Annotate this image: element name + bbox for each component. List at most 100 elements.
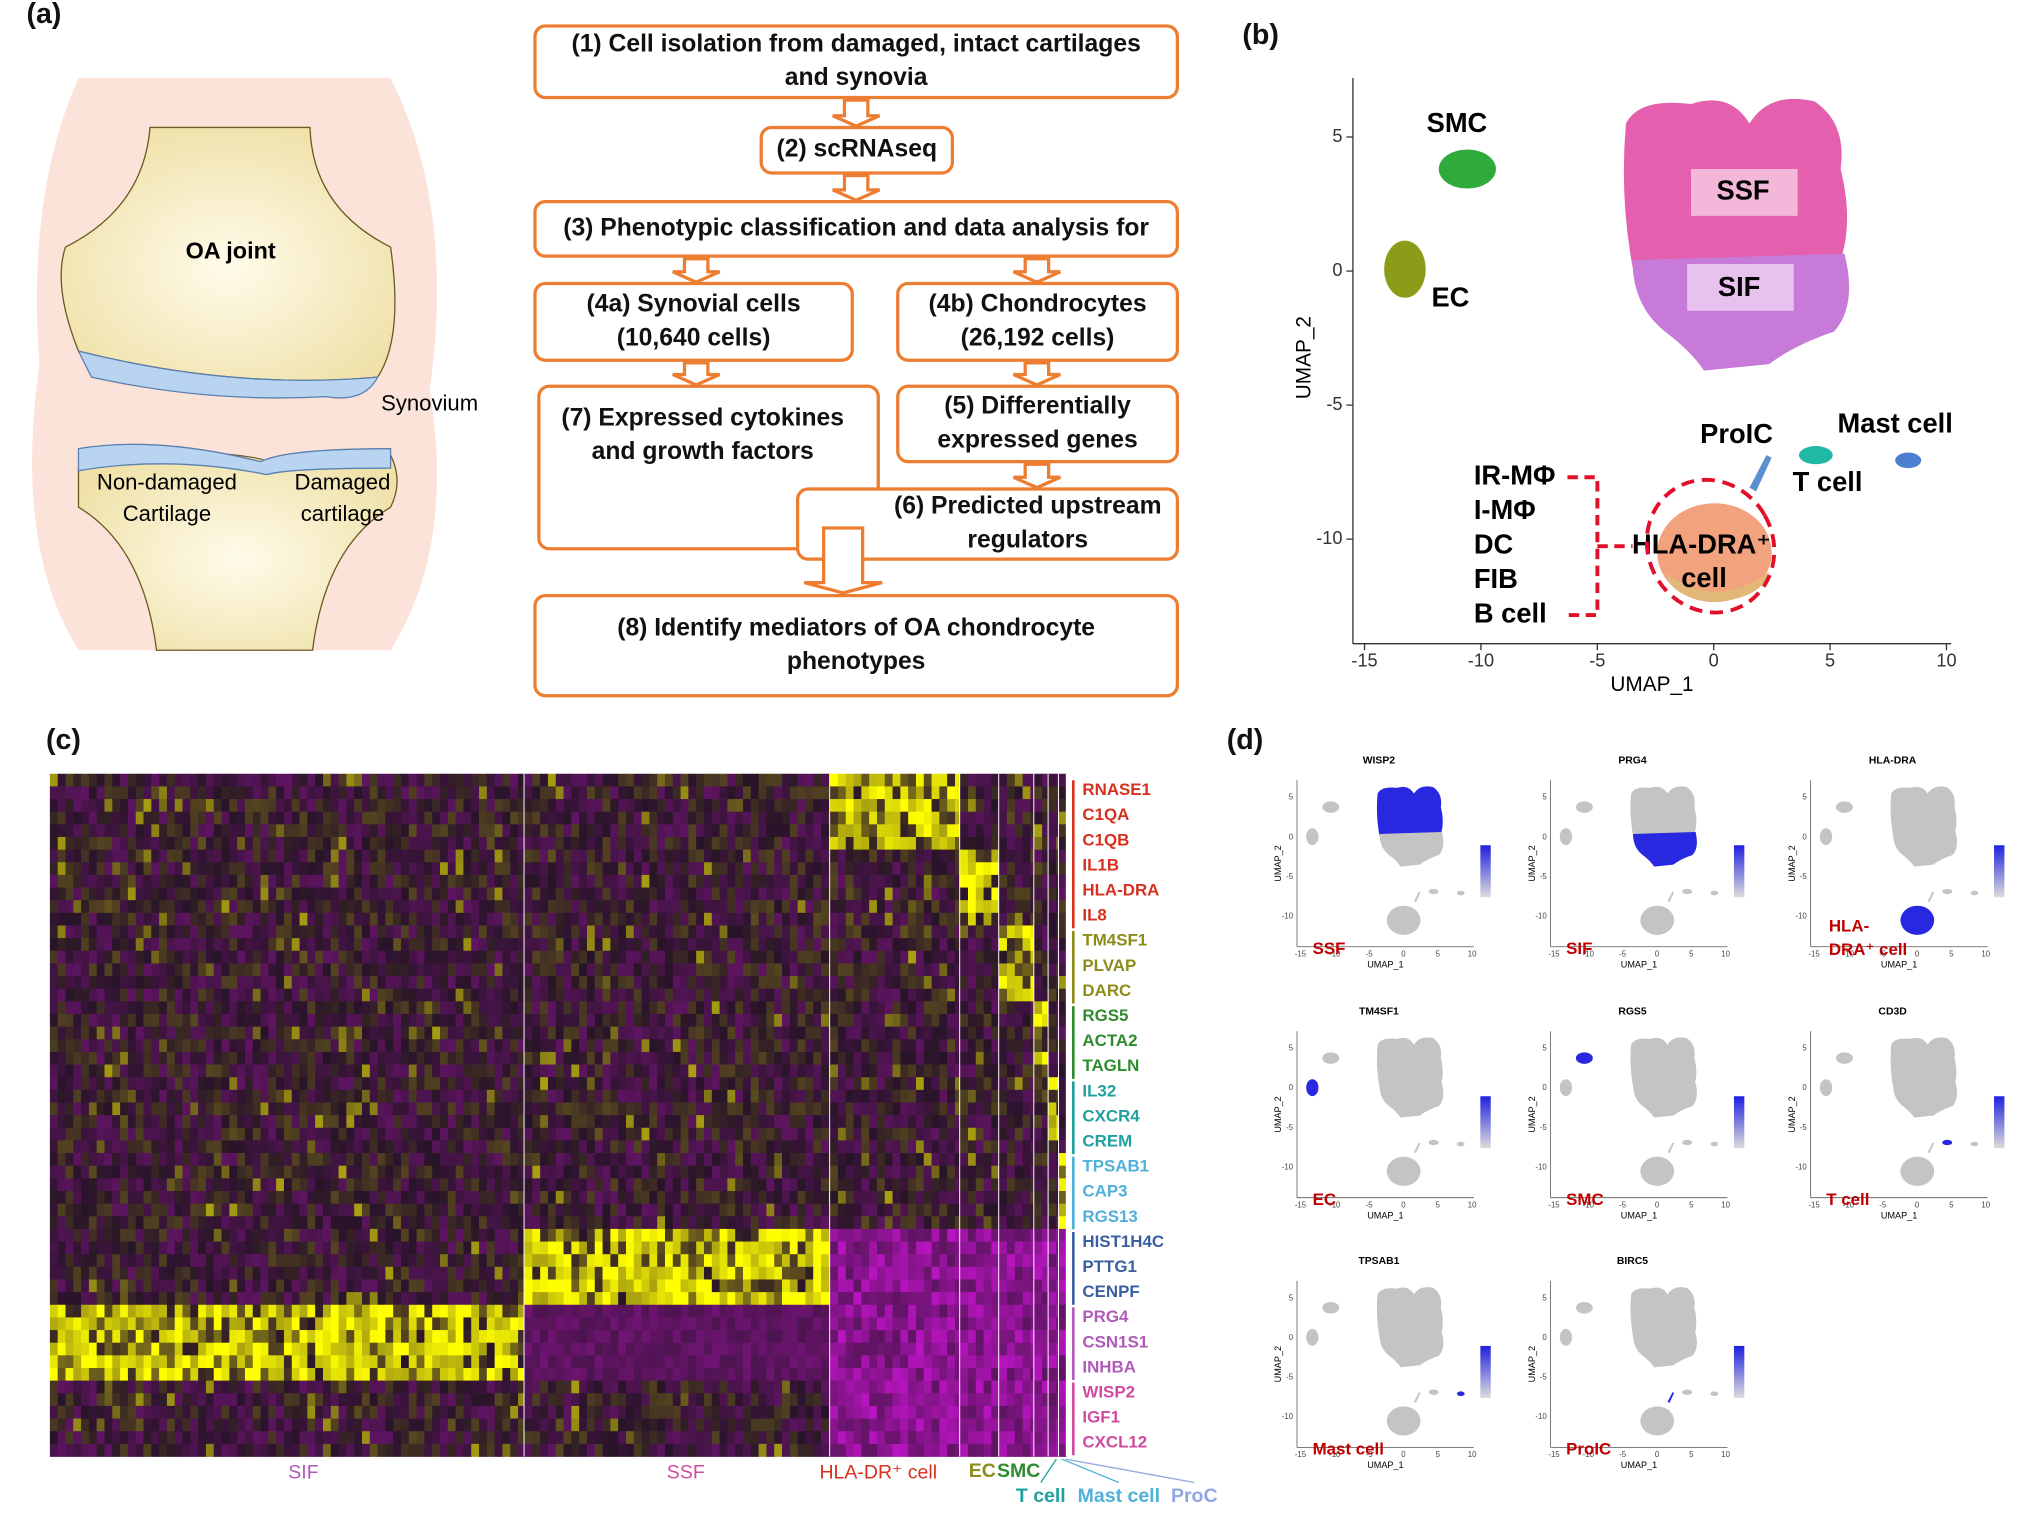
heatmap-cell	[471, 1013, 480, 1028]
heatmap-cell	[112, 1140, 121, 1154]
heatmap-cell	[672, 824, 681, 838]
heatmap-cell	[563, 988, 572, 1002]
heatmap-cell	[237, 1190, 246, 1205]
heatmap-cell	[190, 1102, 199, 1116]
heatmap-cell	[96, 1418, 105, 1432]
heatmap-cell	[408, 1077, 417, 1091]
heatmap-cell	[252, 1127, 261, 1141]
heatmap-cell	[346, 950, 355, 964]
heatmap-cell	[416, 1342, 425, 1356]
heatmap-cell	[664, 1405, 674, 1419]
heatmap-cell	[198, 1393, 207, 1407]
heatmap-cell	[237, 963, 246, 977]
heatmap-cell	[594, 1190, 603, 1205]
heatmap-cell	[735, 1001, 744, 1015]
heatmap-cell	[532, 1051, 541, 1065]
heatmap-cell	[664, 1064, 674, 1078]
heatmap-cell	[88, 824, 98, 838]
heatmap-cell	[432, 1355, 441, 1369]
heatmap-cell	[602, 925, 611, 939]
heatmap-cell	[400, 1431, 410, 1445]
flow-box	[533, 281, 854, 362]
heatmap-cell	[408, 1292, 417, 1306]
heatmap-cell	[104, 1431, 113, 1445]
heatmap-cell	[750, 963, 760, 977]
heatmap-cell	[479, 1026, 488, 1040]
heatmap-cell	[571, 1443, 580, 1457]
heatmap-cell	[221, 1266, 230, 1280]
heatmap-cell	[532, 1330, 541, 1344]
heatmap-cell	[641, 1380, 650, 1394]
heatmap-cell	[510, 1190, 519, 1205]
heatmap-cell	[711, 925, 720, 939]
heatmap-cell	[727, 950, 736, 964]
heatmap-cell	[49, 1013, 59, 1028]
heatmap-cell	[299, 1013, 308, 1028]
heatmap-cell	[166, 1241, 176, 1255]
heatmap-cell	[260, 786, 269, 800]
heatmap-cell	[735, 988, 744, 1002]
heatmap-cell	[688, 862, 697, 876]
heatmap-cell	[727, 1292, 736, 1306]
heatmap-cell	[291, 1216, 300, 1230]
heatmap-cell	[291, 1077, 300, 1091]
heatmap-cell	[268, 1266, 277, 1280]
heatmap-cell	[307, 811, 316, 825]
heatmap-cell	[221, 1228, 230, 1242]
heatmap-cell	[633, 1203, 642, 1217]
heatmap-cell	[618, 1431, 627, 1445]
heatmap-cell	[711, 950, 720, 964]
heatmap-cell	[393, 963, 402, 977]
heatmap-cell	[400, 824, 410, 838]
heatmap-cell	[104, 1026, 113, 1040]
heatmap-cell	[268, 1039, 277, 1053]
heatmap-cell	[703, 887, 713, 901]
heatmap-cell	[440, 874, 449, 888]
heatmap-cell	[307, 824, 316, 838]
heatmap-cell	[307, 773, 316, 787]
heatmap-cell	[524, 1140, 533, 1154]
heatmap-cell	[518, 1405, 525, 1419]
heatmap-cell	[315, 874, 324, 888]
heatmap-cell	[252, 1254, 261, 1268]
heatmap-cell	[524, 950, 533, 964]
heatmap-cell	[424, 1393, 433, 1407]
heatmap-cell	[260, 824, 269, 838]
heatmap-cell	[299, 1127, 308, 1141]
heatmap-cell	[120, 1089, 129, 1103]
heatmap-cell	[229, 874, 238, 888]
heatmap-cell	[664, 1292, 674, 1306]
heatmap-cell	[104, 1077, 113, 1091]
heatmap-cell	[338, 1077, 347, 1091]
heatmap-cell	[104, 976, 113, 990]
heatmap-cell	[502, 1089, 511, 1103]
heatmap-cell	[151, 1292, 160, 1306]
heatmap-cell	[547, 874, 557, 888]
heatmap-cell	[252, 1304, 261, 1318]
heatmap-cell	[143, 1241, 152, 1255]
heatmap-cell	[276, 1367, 285, 1382]
heatmap-cell	[688, 1266, 697, 1280]
heatmap-cell	[291, 1153, 300, 1167]
heatmap-cell	[547, 1064, 557, 1078]
heatmap-cell	[291, 1115, 300, 1129]
heatmap-cell	[73, 1304, 82, 1318]
heatmap-cell	[579, 1039, 588, 1053]
heatmap-cell	[657, 1380, 666, 1394]
heatmap-cell	[49, 1405, 59, 1419]
heatmap-cell	[502, 912, 511, 926]
heatmap-cell	[750, 1342, 760, 1356]
heatmap-cell	[166, 1026, 176, 1040]
heatmap-cell	[711, 1317, 720, 1331]
heatmap-cell	[463, 874, 472, 888]
heatmap-cell	[688, 799, 697, 813]
heatmap-cell	[151, 1279, 160, 1293]
heatmap-cell	[479, 1355, 488, 1369]
heatmap-cell	[237, 1001, 246, 1015]
heatmap-cell	[455, 1342, 464, 1356]
heatmap-cell	[727, 849, 736, 863]
heatmap-cell	[244, 799, 254, 813]
heatmap-cell	[555, 1266, 564, 1280]
heatmap-cell	[400, 1228, 410, 1242]
heatmap-cell	[664, 786, 674, 800]
